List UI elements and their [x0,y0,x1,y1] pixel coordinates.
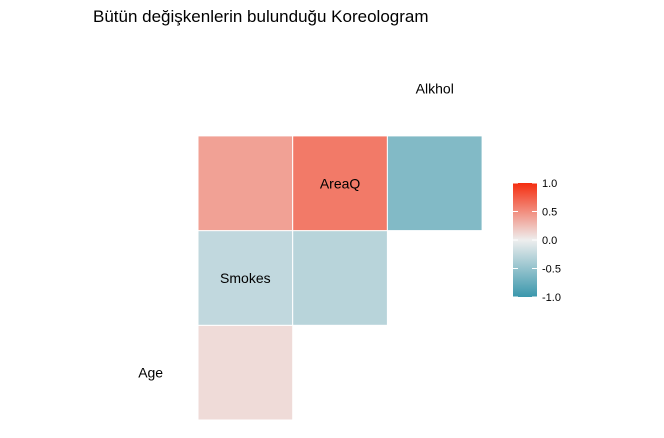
variable-label-alkhol: Alkhol [416,81,454,97]
legend-tick-label: 0.5 [542,207,557,219]
heatmap-cell-areaq-age [197,230,294,326]
legend-tick-label: 1.0 [542,178,557,190]
color-legend: 1.0 0.5 0.0 -0.5 -1.0 [513,178,561,304]
variable-label-age: Age [138,365,163,381]
variable-label-smokes: Smokes [220,270,271,286]
variable-labels: Age Smokes AreaQ Alkhol [138,81,454,381]
heatmap-cell-alkhol-smokes [292,135,388,232]
legend-tick-label: 0.0 [542,235,557,247]
legend-tick-label: -1.0 [542,292,561,304]
chart-title: Bütün değişkenlerin bulunduğu Koreologra… [93,7,429,26]
heatmap-cells [197,135,483,421]
heatmap-cell-alkhol-age [197,135,294,232]
heatmap-cell-areaq-smokes [292,230,388,326]
heatmap-cell-alkhol-areaq [386,135,483,232]
heatmap-cell-smokes-age [197,324,294,421]
variable-label-areaq: AreaQ [320,175,361,191]
legend-tick-label: -0.5 [542,264,561,276]
